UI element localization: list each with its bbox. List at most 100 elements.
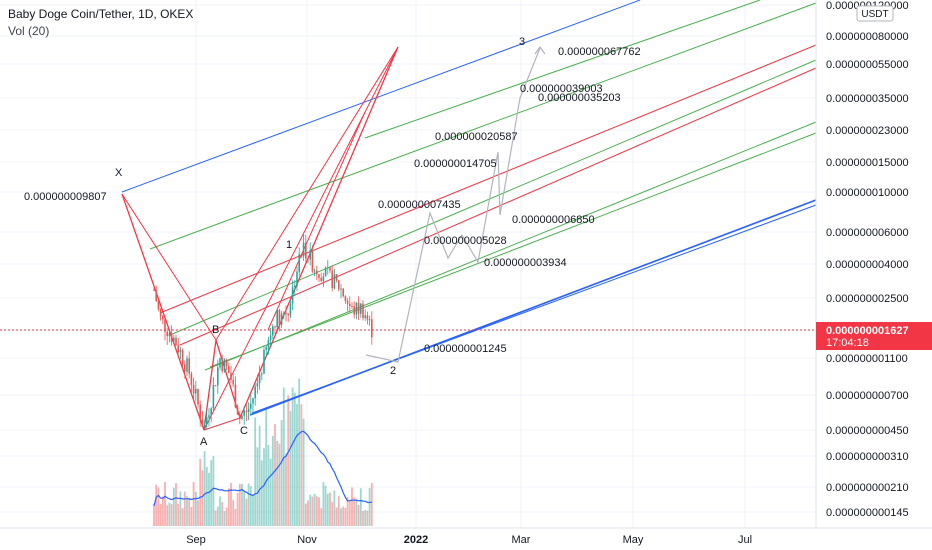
price-tick-label: 0.000000000210 bbox=[826, 482, 909, 494]
volume-bar bbox=[353, 497, 356, 526]
candle-body bbox=[254, 386, 256, 399]
candle-body bbox=[168, 333, 171, 337]
candle-body bbox=[291, 287, 294, 304]
volume-bar bbox=[258, 425, 261, 526]
volume-bar bbox=[276, 440, 279, 526]
candle-body bbox=[269, 335, 272, 341]
price-annotation: 0.000000020587 bbox=[435, 131, 518, 143]
candle-body bbox=[294, 285, 296, 288]
time-tick-label: May bbox=[623, 534, 644, 546]
volume-indicator-label[interactable]: Vol (20) bbox=[8, 24, 50, 38]
candle-body bbox=[192, 384, 195, 394]
candle-body bbox=[212, 385, 215, 409]
candle-body bbox=[298, 254, 300, 272]
price-axis-background[interactable] bbox=[816, 0, 932, 528]
price-annotation: 0.000000039003 bbox=[520, 83, 603, 95]
candle-body bbox=[307, 258, 309, 260]
volume-bar bbox=[223, 510, 226, 526]
candle-body bbox=[353, 306, 355, 315]
volume-bar bbox=[291, 387, 294, 526]
candle-body bbox=[263, 349, 265, 374]
candle-body bbox=[162, 316, 164, 320]
volume-bar bbox=[256, 447, 259, 526]
candle-body bbox=[305, 242, 307, 259]
volume-bar bbox=[267, 444, 270, 526]
volume-bar bbox=[326, 493, 329, 526]
xabcd-pattern[interactable] bbox=[121, 46, 399, 431]
pattern-label-a: A bbox=[200, 436, 208, 448]
volume-bar bbox=[227, 488, 230, 526]
candle-body bbox=[221, 358, 223, 372]
last-price-value: 0.000000001627 bbox=[826, 325, 909, 337]
candle-body bbox=[219, 358, 221, 368]
candle-body bbox=[280, 313, 283, 325]
volume-bar bbox=[238, 483, 241, 526]
candle-body bbox=[296, 271, 298, 286]
candle-body bbox=[230, 372, 232, 380]
candle-body bbox=[245, 410, 248, 413]
wave-label-3: 3 bbox=[519, 36, 525, 48]
price-tick-label: 0.000000004000 bbox=[826, 259, 909, 271]
parallel-channel-lines[interactable] bbox=[121, 0, 817, 416]
candle-body bbox=[283, 313, 285, 315]
candle-body bbox=[331, 270, 333, 289]
price-tick-label: 0.000000000145 bbox=[826, 507, 909, 519]
channel-line bbox=[179, 67, 817, 346]
candle-body bbox=[322, 276, 325, 282]
volume-bar bbox=[161, 496, 164, 526]
volume-bar bbox=[304, 503, 307, 526]
candle-body bbox=[208, 415, 210, 418]
candle-body bbox=[265, 346, 267, 350]
channel-line bbox=[149, 2, 817, 250]
candle-body bbox=[267, 340, 270, 347]
price-annotation: 0.000000067762 bbox=[558, 46, 641, 58]
volume-bar bbox=[311, 496, 314, 526]
volume-bar bbox=[225, 507, 228, 526]
volume-bar bbox=[298, 378, 301, 526]
chart-grid bbox=[0, 0, 816, 528]
projection-path[interactable] bbox=[365, 45, 546, 363]
candle-body bbox=[179, 350, 182, 353]
volume-bar bbox=[166, 505, 169, 526]
volume-bar bbox=[221, 502, 224, 526]
candle-body bbox=[355, 302, 358, 315]
volume-bar bbox=[293, 392, 296, 526]
candle-body bbox=[318, 274, 320, 278]
volume-bar bbox=[190, 507, 193, 526]
chart-title[interactable]: Baby Doge Coin/Tether, 1D, OKEX bbox=[8, 7, 194, 21]
volume-bar bbox=[351, 487, 353, 526]
volume-bar bbox=[280, 420, 283, 526]
candle-body bbox=[344, 296, 347, 301]
volume-bar bbox=[216, 506, 219, 526]
candle-body bbox=[186, 358, 188, 372]
candle-body bbox=[313, 270, 316, 272]
price-tick-label: 0.000000055000 bbox=[826, 59, 909, 71]
volume-bar bbox=[337, 496, 340, 526]
volume-bar bbox=[232, 500, 235, 526]
time-tick-label: Sep bbox=[186, 534, 206, 546]
candle-body bbox=[371, 319, 373, 338]
candle-body bbox=[206, 417, 208, 425]
channel-line bbox=[251, 204, 817, 414]
volume-bar bbox=[271, 435, 274, 526]
pattern-xb-bd bbox=[121, 46, 399, 341]
candle-body bbox=[247, 408, 250, 413]
candle-body bbox=[241, 415, 243, 419]
volume-bar bbox=[208, 473, 210, 526]
candle-body bbox=[184, 364, 186, 372]
time-tick-label: Nov bbox=[297, 534, 317, 546]
price-tick-label: 0.000000000310 bbox=[826, 451, 909, 463]
candle-body bbox=[199, 404, 201, 420]
price-tick-label: 0.000000023000 bbox=[826, 125, 909, 137]
candle-body bbox=[175, 337, 177, 346]
candle-body bbox=[364, 315, 366, 318]
candle-body bbox=[285, 313, 287, 315]
wave-label-1: 1 bbox=[286, 239, 292, 251]
volume-bar bbox=[212, 456, 215, 526]
volume-bar bbox=[335, 507, 338, 526]
pattern-ac bbox=[203, 417, 241, 431]
channel-line bbox=[209, 132, 817, 368]
currency-badge[interactable]: USDT bbox=[856, 5, 894, 22]
candle-body bbox=[256, 382, 259, 387]
